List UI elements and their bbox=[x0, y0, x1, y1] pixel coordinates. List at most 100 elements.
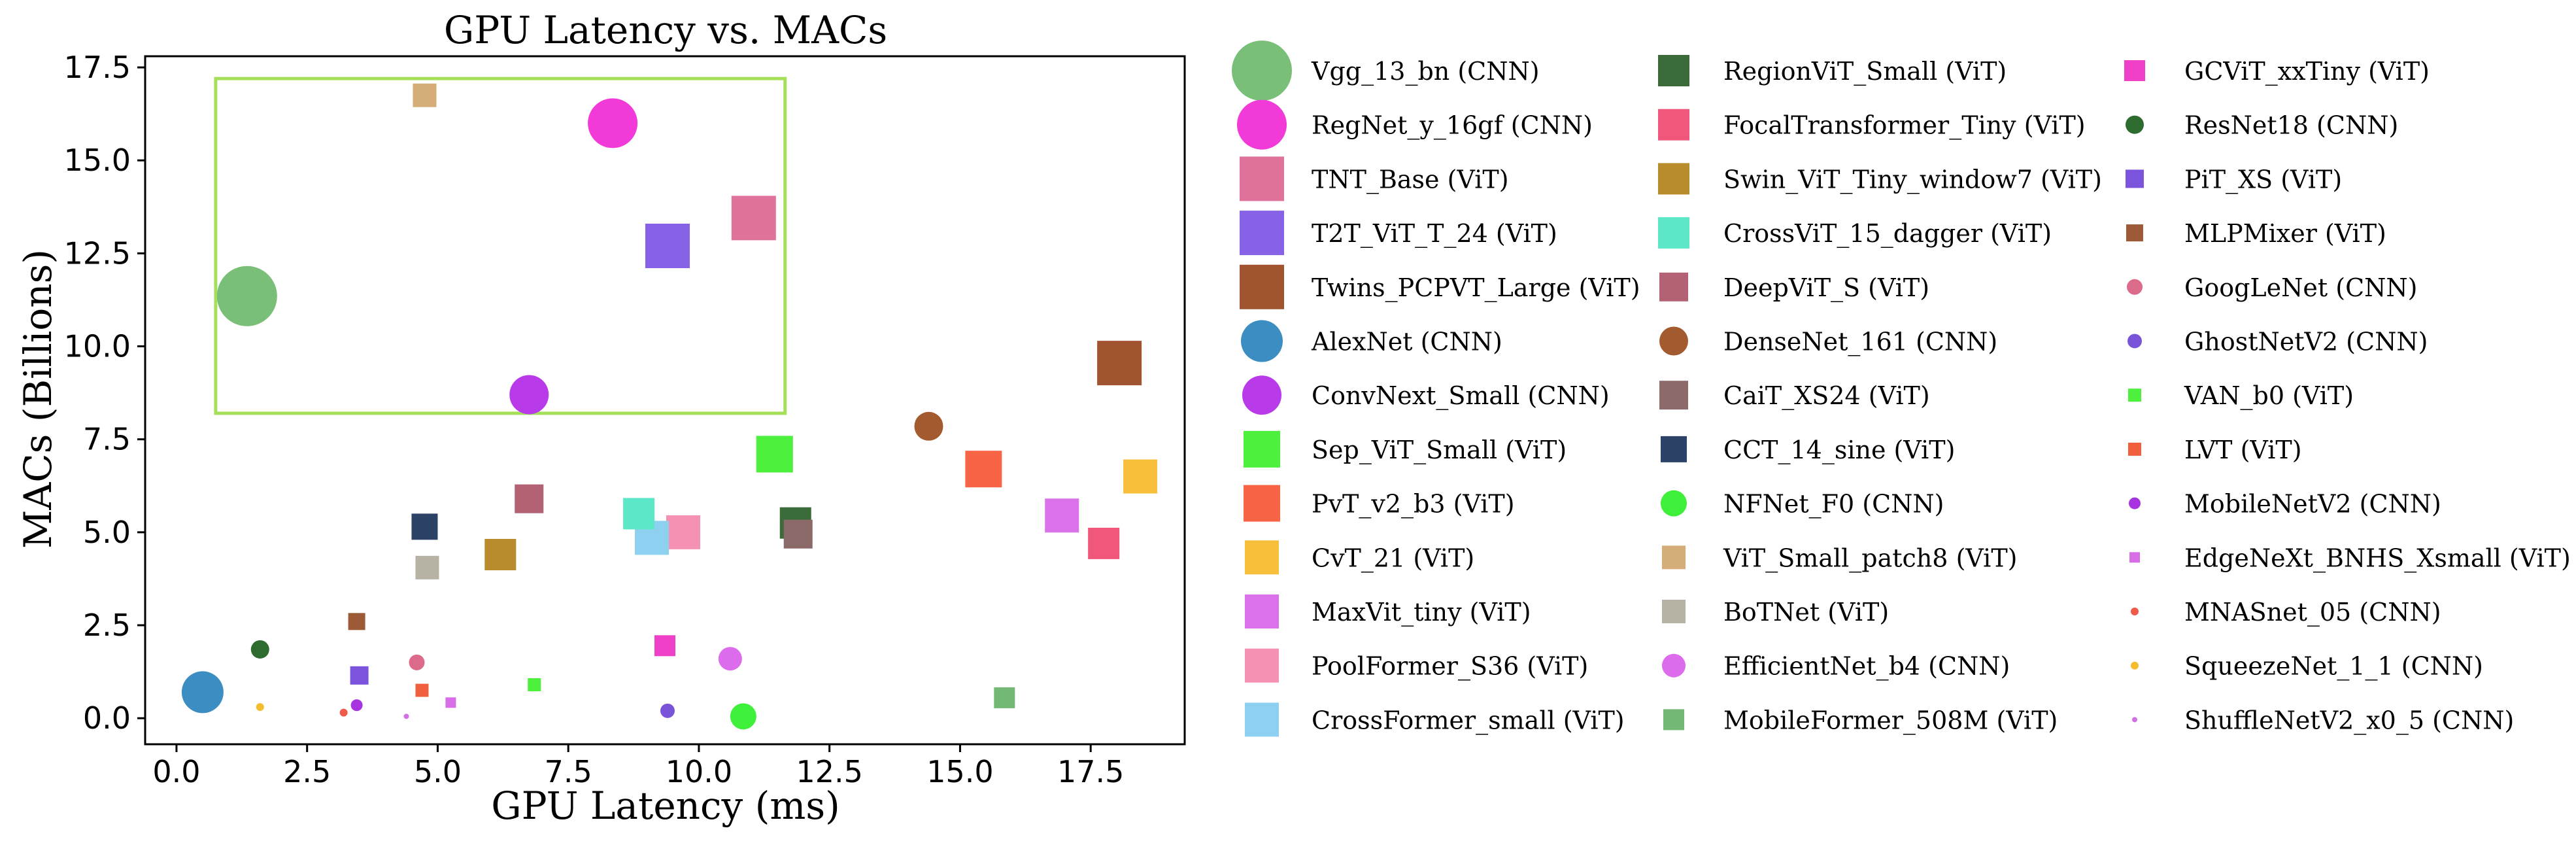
legend-marker-37 bbox=[2131, 661, 2139, 670]
data-point-28 bbox=[350, 666, 369, 685]
legend-label: ResNet18 (CNN) bbox=[2184, 111, 2398, 140]
legend-marker-19 bbox=[1659, 381, 1688, 410]
data-point-5 bbox=[181, 671, 224, 714]
legend-label: MLPMixer (ViT) bbox=[2184, 219, 2386, 248]
x-tick-label: 12.5 bbox=[796, 754, 862, 789]
legend-label: NFNet_F0 (CNN) bbox=[1723, 490, 1944, 519]
legend-label: CvT_21 (ViT) bbox=[1312, 543, 1474, 573]
legend-label: AlexNet (CNN) bbox=[1311, 328, 1502, 356]
legend-label: PiT_XS (ViT) bbox=[2184, 165, 2342, 194]
legend-marker-28 bbox=[2126, 169, 2144, 188]
x-tick-label: 10.0 bbox=[666, 754, 732, 789]
plot-frame bbox=[144, 55, 1186, 746]
legend-label: RegNet_y_16gf (CNN) bbox=[1312, 111, 1593, 141]
data-point-17 bbox=[515, 484, 544, 513]
legend-marker-24 bbox=[1662, 653, 1686, 678]
legend-marker-16 bbox=[1658, 217, 1689, 249]
legend-label: Vgg_13_bn (CNN) bbox=[1311, 57, 1540, 86]
legend-marker-7 bbox=[1244, 430, 1280, 468]
data-point-34 bbox=[350, 699, 363, 712]
legend-marker-32 bbox=[2128, 388, 2141, 402]
data-point-19 bbox=[783, 519, 813, 549]
data-point-7 bbox=[756, 436, 793, 473]
y-tick-label: 15.0 bbox=[64, 143, 131, 178]
data-point-18 bbox=[914, 411, 943, 441]
data-point-3 bbox=[645, 224, 690, 269]
data-point-27 bbox=[250, 640, 269, 659]
legend-label: Twins_PCPVT_Large (ViT) bbox=[1312, 273, 1640, 303]
legend-label: FocalTransformer_Tiny (ViT) bbox=[1723, 111, 2086, 141]
legend-marker-36 bbox=[2131, 608, 2139, 615]
legend-label: Swin_ViT_Tiny_window7 (ViT) bbox=[1723, 165, 2102, 194]
legend-label: CCT_14_sine (ViT) bbox=[1723, 436, 1955, 465]
y-tick-label: 10.0 bbox=[64, 329, 131, 364]
data-point-23 bbox=[415, 555, 439, 579]
legend-marker-3 bbox=[1240, 211, 1284, 256]
data-point-37 bbox=[256, 703, 264, 712]
legend-label: VAN_b0 (ViT) bbox=[2184, 381, 2354, 411]
legend-label: MaxVit_tiny (ViT) bbox=[1312, 598, 1531, 627]
data-point-22 bbox=[413, 83, 437, 107]
legend-marker-33 bbox=[2128, 442, 2141, 456]
legend-marker-35 bbox=[2129, 552, 2140, 563]
legend-label: ConvNext_Small (CNN) bbox=[1312, 381, 1610, 411]
legend-label: DenseNet_161 (CNN) bbox=[1723, 328, 1997, 357]
y-tick-label: 2.5 bbox=[83, 608, 131, 643]
x-tick-label: 17.5 bbox=[1057, 754, 1124, 789]
data-point-0 bbox=[216, 266, 277, 326]
legend-marker-14 bbox=[1658, 109, 1689, 141]
legend-marker-25 bbox=[1663, 709, 1684, 731]
data-point-9 bbox=[1123, 459, 1158, 494]
y-tick-label: 12.5 bbox=[64, 235, 131, 271]
legend-label: MNASnet_05 (CNN) bbox=[2184, 598, 2441, 627]
legend-marker-12 bbox=[1245, 702, 1279, 737]
legend-label: T2T_ViT_T_24 (ViT) bbox=[1312, 219, 1557, 249]
legend-marker-18 bbox=[1659, 326, 1688, 356]
data-point-24 bbox=[718, 647, 742, 671]
legend-label: MobileNetV2 (CNN) bbox=[2184, 490, 2441, 519]
data-point-8 bbox=[965, 451, 1002, 488]
y-axis-label: MACs (Billions) bbox=[16, 249, 60, 549]
data-point-32 bbox=[528, 678, 541, 692]
x-tick-label: 7.5 bbox=[545, 754, 592, 789]
legend-label: GoogLeNet (CNN) bbox=[2184, 273, 2417, 302]
legend-marker-38 bbox=[2132, 717, 2137, 723]
legend-marker-8 bbox=[1244, 485, 1280, 522]
legend-marker-34 bbox=[2129, 497, 2141, 509]
legend-marker-5 bbox=[1241, 320, 1283, 362]
legend-marker-27 bbox=[2126, 115, 2144, 134]
legend-marker-22 bbox=[1662, 545, 1686, 570]
data-point-20 bbox=[411, 513, 438, 540]
legend-label: TNT_Base (ViT) bbox=[1312, 165, 1509, 194]
data-point-35 bbox=[445, 697, 456, 708]
legend-label: GhostNetV2 (CNN) bbox=[2184, 328, 2428, 356]
x-tick-label: 0.0 bbox=[152, 754, 200, 789]
legend-marker-29 bbox=[2126, 224, 2143, 242]
legend-label: CrossViT_15_dagger (ViT) bbox=[1723, 219, 2052, 249]
data-point-4 bbox=[1097, 341, 1142, 386]
y-tick-label: 5.0 bbox=[83, 515, 131, 550]
data-point-16 bbox=[623, 498, 655, 530]
data-point-38 bbox=[403, 714, 409, 719]
legend-label: CrossFormer_small (ViT) bbox=[1312, 706, 1625, 735]
legend-label: SqueezeNet_1_1 (CNN) bbox=[2184, 652, 2483, 681]
legend-marker-11 bbox=[1245, 648, 1279, 683]
legend-label: CaiT_XS24 (ViT) bbox=[1723, 381, 1930, 411]
legend-label: EdgeNeXt_BNHS_Xsmall (ViT) bbox=[2184, 543, 2571, 573]
legend-marker-13 bbox=[1658, 55, 1689, 86]
legend-label: RegionViT_Small (ViT) bbox=[1723, 57, 2007, 86]
legend-marker-0 bbox=[1232, 41, 1292, 101]
legend-marker-21 bbox=[1661, 490, 1687, 517]
y-tick-label: 0.0 bbox=[83, 700, 131, 736]
legend-marker-23 bbox=[1662, 600, 1686, 623]
legend-marker-9 bbox=[1245, 540, 1279, 575]
legend-marker-4 bbox=[1240, 264, 1284, 309]
y-tick-label: 7.5 bbox=[83, 422, 131, 457]
data-point-26 bbox=[654, 635, 675, 657]
data-point-36 bbox=[339, 708, 348, 717]
data-point-30 bbox=[409, 654, 425, 670]
legend-label: PoolFormer_S36 (ViT) bbox=[1312, 652, 1588, 681]
legend-label: ViT_Small_patch8 (ViT) bbox=[1723, 543, 2018, 573]
legend-marker-15 bbox=[1658, 163, 1689, 195]
